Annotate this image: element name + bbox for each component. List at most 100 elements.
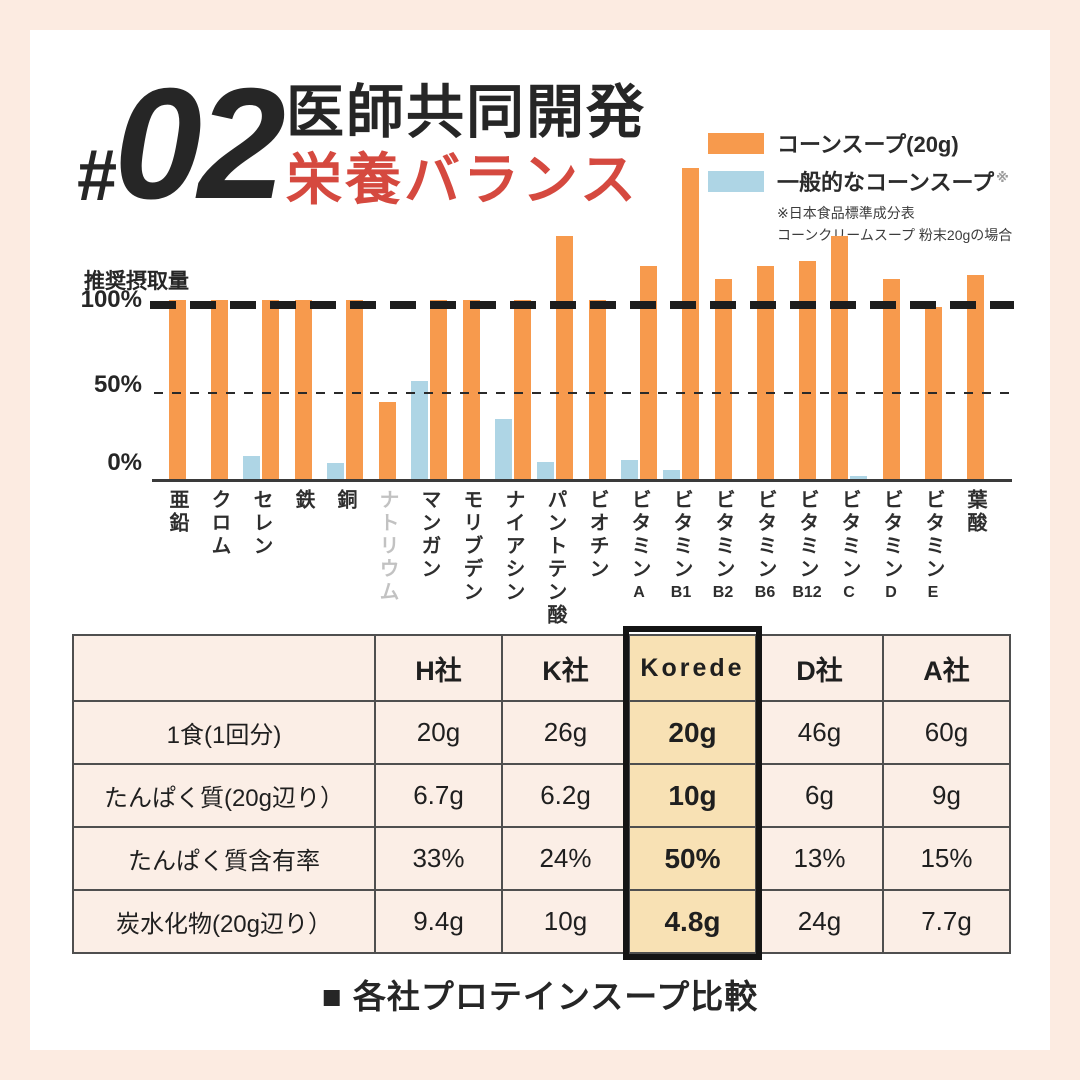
orange-bar [714, 279, 732, 481]
orange-bar [966, 275, 984, 481]
table-value-r2-c3: 10g [630, 765, 755, 826]
table-value-r4-c1: 9.4g [376, 891, 501, 952]
orange-bar [588, 300, 606, 481]
bar-group-6 [366, 161, 408, 481]
orange-bar [831, 236, 848, 481]
table-value-r3-c1: 33% [376, 828, 501, 889]
reference-line-50pct [154, 392, 1012, 394]
x-label-15: ビタミン B6 [754, 489, 776, 601]
row-label-2: たんぱく質(20g辺り） [74, 765, 374, 826]
table-value-r2-c1: 6.7g [376, 765, 501, 826]
legend-label-generic-soup: 一般的なコーンスープ ※ [777, 169, 1009, 195]
bar-group-4 [282, 161, 324, 481]
title-primary: 医師共同開発 [286, 80, 647, 145]
orange-bar [682, 168, 699, 481]
blue-bar [537, 462, 554, 481]
bar-group-14 [702, 161, 744, 481]
bar-group-17 [828, 161, 870, 481]
table-value-r3-c4: 13% [757, 828, 882, 889]
x-label-20: 葉酸 [964, 489, 986, 535]
x-label-10: パントテン酸 [544, 489, 566, 627]
orange-bar [514, 300, 531, 481]
table-value-r4-c4: 24g [757, 891, 882, 952]
x-label-3: セレン [250, 489, 272, 558]
column-header-K社: K社 [503, 636, 628, 700]
orange-bar [798, 261, 816, 481]
bar-group-20 [954, 161, 996, 481]
legend-item-korede-soup: コーンスープ(20g) [708, 127, 1012, 159]
x-label-5: 銅 [334, 489, 356, 512]
bar-group-10 [534, 161, 576, 481]
bar-group-5 [324, 161, 366, 481]
table-value-r1-c3: 20g [630, 702, 755, 763]
x-label-16: ビタミン B12 [792, 489, 822, 601]
orange-bar [556, 236, 573, 481]
bar-group-7 [408, 161, 450, 481]
x-label-9: ナイアシン [502, 489, 524, 604]
x-label-14: ビタミン B2 [712, 489, 734, 601]
comparison-table: H社 K社 Korede D社 A社 1食(1回分) 20g 26g 20g 46g 60g たんぱく… [72, 634, 1011, 954]
bar-group-16 [786, 161, 828, 481]
bar-group-1 [156, 161, 198, 481]
orange-bar [378, 402, 396, 481]
table-value-r1-c1: 20g [376, 702, 501, 763]
orange-bar [168, 300, 186, 481]
legend-footnote: ※日本食品標準成分表 コーンクリームスープ 粉末20gの場合 [777, 203, 1012, 246]
table-value-r2-c4: 6g [757, 765, 882, 826]
orange-bar [640, 266, 657, 481]
y-tick-100: 100% [80, 286, 142, 313]
bar-group-8 [450, 161, 492, 481]
blue-bar [411, 381, 428, 481]
x-label-11: ビオチン [586, 489, 608, 581]
x-label-4: 鉄 [292, 489, 314, 512]
reference-mark: ※ [996, 169, 1009, 185]
table-value-r4-c5: 7.7g [884, 891, 1009, 952]
column-header-Korede: Korede [630, 636, 755, 700]
table-caption: ■ 各社プロテインスープ比較 [321, 978, 759, 1015]
blue-bar [243, 456, 260, 481]
orange-bar [262, 300, 279, 481]
row-label-1: 1食(1回分) [74, 702, 374, 763]
hash-symbol: # [76, 135, 116, 216]
table-value-r3-c5: 15% [884, 828, 1009, 889]
legend-label-korede-soup: コーンスープ(20g) [777, 132, 959, 157]
table-value-r3-c2: 24% [503, 828, 628, 889]
x-label-6: ナトリウム [376, 489, 398, 604]
title-secondary: 栄養バランス [286, 147, 639, 211]
bar-group-12 [618, 161, 660, 481]
table-value-r1-c5: 60g [884, 702, 1009, 763]
x-label-12: ビタミン A [628, 489, 650, 601]
bar-group-9 [492, 161, 534, 481]
x-label-1: 亜鉛 [166, 489, 188, 535]
table-value-r4-c3: 4.8g [630, 891, 755, 952]
section-number: # 02 [76, 65, 286, 222]
x-label-2: クロム [208, 489, 230, 558]
bar-chart [156, 161, 996, 481]
orange-swatch-icon [708, 132, 764, 154]
footnote-line-1: ※日本食品標準成分表 [777, 205, 915, 221]
row-label-4: 炭水化物(20g辺り） [74, 891, 374, 952]
blue-bar [495, 419, 512, 481]
y-tick-0: 0% [107, 449, 142, 476]
x-label-18: ビタミン D [880, 489, 902, 601]
table-value-r2-c2: 6.2g [503, 765, 628, 826]
bar-group-18 [870, 161, 912, 481]
orange-bar [462, 300, 480, 481]
blue-bar [327, 463, 344, 481]
bar-group-11 [576, 161, 618, 481]
x-axis-labels: 亜鉛 クロム セレン鉄銅ナトリウム マンガン モリブデン ナイアシン パントテン酸 ビオチンビ… [156, 489, 996, 627]
x-label-19: ビタミン E [922, 489, 944, 601]
orange-bar [430, 300, 447, 481]
x-label-17: ビタミン C [838, 489, 860, 601]
bar-group-13 [660, 161, 702, 481]
orange-bar [924, 307, 942, 481]
bar-group-15 [744, 161, 786, 481]
orange-bar [346, 300, 363, 481]
reference-line-100pct [150, 301, 1014, 309]
table-value-r1-c4: 46g [757, 702, 882, 763]
bar-group-2 [198, 161, 240, 481]
x-label-7: マンガン [418, 489, 440, 581]
table-value-r2-c5: 9g [884, 765, 1009, 826]
x-label-8: モリブデン [460, 489, 482, 604]
chart-legend: コーンスープ(20g) 一般的なコーンスープ ※ ※日本食品標準成分表 コーンクリ… [708, 127, 1012, 246]
